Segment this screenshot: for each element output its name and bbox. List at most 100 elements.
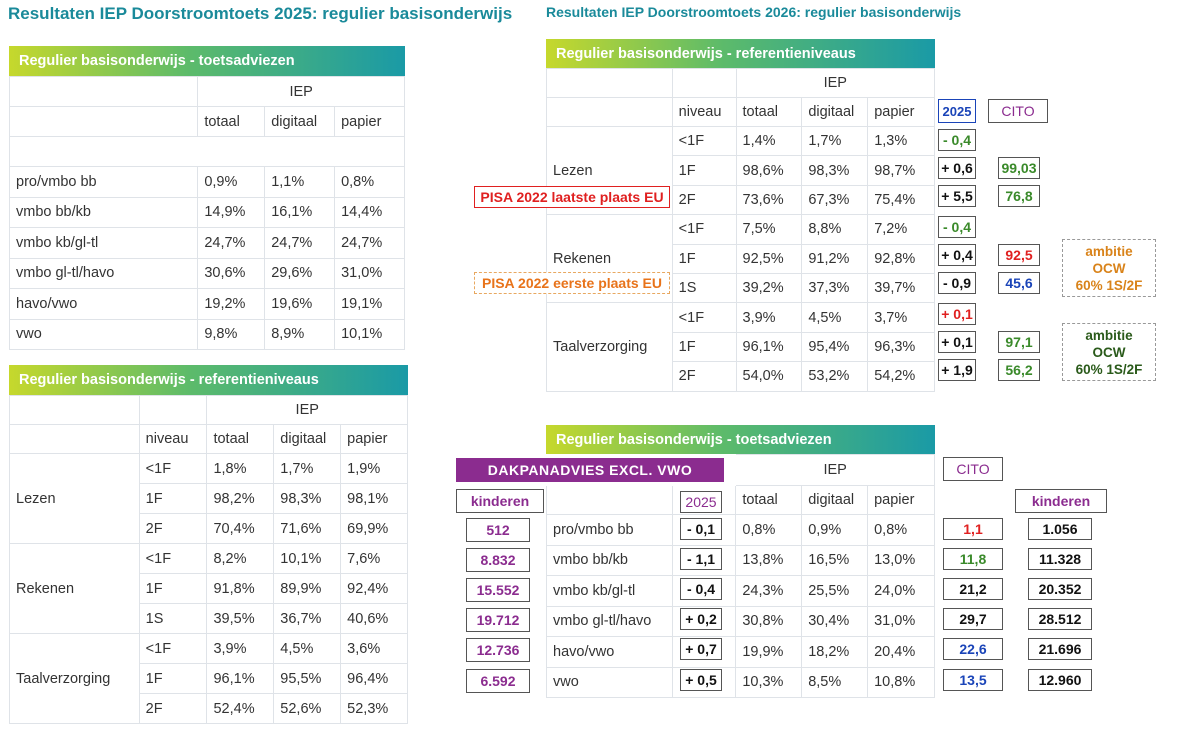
t1-iep: IEP	[197, 76, 405, 107]
table-row: 1F 91,8% 89,9% 92,4%	[10, 573, 408, 604]
cito-box: 97,1	[998, 331, 1040, 353]
diff-box: + 5,5	[938, 185, 976, 207]
col-header: niveau	[138, 424, 208, 454]
table-row: Taalverzorging <1F 3,9% 4,5% 3,6%	[9, 633, 408, 724]
diff-box: - 0,4	[680, 578, 722, 600]
table-row: Taalverzorging <1F 3,9% 4,5% 3,7%	[546, 302, 935, 392]
t1-table: IEP totaal digitaal papier pro/vmbo bb 0,9%…	[8, 76, 405, 350]
table-row: havo/vwo 19,2% 19,6% 19,1%	[8, 288, 405, 320]
table-row: 2F 54,0% 53,2% 54,2%	[547, 361, 935, 392]
kinderen-box: 12.960	[1028, 669, 1092, 691]
table-row: Lezen <1F 1,8% 1,7% 1,9%	[9, 453, 408, 544]
label-2025: 2025	[938, 99, 976, 123]
t4-header: Regulier basisonderwijs - toetsadviezen	[546, 425, 935, 454]
table-row: 1F 92,5% 91,2% 92,8%	[547, 243, 935, 274]
kinderen-box: 21.696	[1028, 638, 1092, 660]
col-header: totaal	[197, 106, 266, 137]
diff-box: + 0,2	[680, 608, 722, 630]
t2-header: Regulier basisonderwijs - referentienive…	[9, 365, 408, 395]
table-row: vmbo kb/gl-tl 24,3% 25,5% 24,0%	[546, 575, 935, 607]
kinderen-box: 12.736	[466, 638, 530, 662]
cito-box: 76,8	[998, 185, 1040, 207]
kinderen-box: 1.056	[1028, 518, 1092, 540]
cito-box: 29,7	[943, 608, 1003, 630]
col-header: papier	[867, 485, 935, 515]
table-row: 2F 73,6% 67,3% 75,4%	[547, 184, 935, 216]
cito-box: 22,6	[943, 638, 1003, 660]
t3-table: IEP niveau totaal digitaal papier Lezen <1F 1…	[546, 68, 936, 392]
table-row: 1S 39,5% 36,7% 40,6%	[10, 603, 408, 634]
table-row: Lezen <1F 1,4% 1,7% 1,3%	[546, 125, 935, 216]
diff-box: + 0,4	[938, 244, 976, 266]
t3-iep: IEP	[735, 68, 936, 98]
table-row: vmbo gl-tl/havo 30,6% 29,6% 31,0%	[8, 257, 405, 289]
cito-box: 1,1	[943, 518, 1003, 540]
table-row: pro/vmbo bb 0,9% 1,1% 0,8%	[8, 166, 405, 198]
cito-box: 99,03	[998, 157, 1040, 179]
table-row: vmbo bb/kb 13,8% 16,5% 13,0%	[546, 544, 935, 576]
table-row: 2F 52,4% 52,6% 52,3%	[10, 693, 408, 724]
diff-box: - 0,4	[938, 129, 976, 151]
diff-box: - 0,9	[938, 272, 976, 294]
t1-header: Regulier basisonderwijs - toetsadviezen	[9, 46, 405, 76]
table-row: vwo 10,3% 8,5% 10,8%	[546, 666, 935, 698]
table-row: 1F 98,6% 98,3% 98,7%	[547, 155, 935, 186]
cito-box: 92,5	[998, 244, 1040, 266]
kinderen-box: 11.328	[1028, 548, 1092, 570]
kinderen-box: 8.832	[466, 548, 530, 572]
table-row: vmbo bb/kb 14,9% 16,1% 14,4%	[8, 196, 405, 228]
cito-box: 56,2	[998, 359, 1040, 381]
kinderen-box: 15.552	[466, 578, 530, 602]
t4-iep: IEP	[735, 454, 935, 486]
kinderen-box: 28.512	[1028, 608, 1092, 630]
col-header: papier	[334, 106, 405, 137]
pisa-first-label: PISA 2022 eerste plaats EU	[474, 272, 670, 294]
ambitie-box: ambitie OCW 60% 1S/2F	[1062, 323, 1156, 381]
label-cito: CITO	[943, 457, 1003, 481]
diff-box: + 0,1	[938, 303, 976, 325]
kinderen-box: 6.592	[466, 669, 530, 693]
cito-box: 11,8	[943, 548, 1003, 570]
table-row: 2F 70,4% 71,6% 69,9%	[10, 513, 408, 544]
kinderen-box: 19.712	[466, 608, 530, 632]
diff-box: - 1,1	[680, 548, 722, 570]
label-cito: CITO	[988, 99, 1048, 123]
t2-iep: IEP	[206, 395, 408, 425]
col-header: totaal	[735, 485, 803, 515]
diff-box: + 0,5	[680, 669, 722, 691]
diff-box: - 0,4	[938, 216, 976, 238]
col-header: digitaal	[801, 97, 869, 127]
col-header: papier	[867, 97, 935, 127]
table-row: Rekenen <1F 8,2% 10,1% 7,6%	[9, 543, 408, 634]
col-header: totaal	[735, 97, 803, 127]
title-2026: Resultaten IEP Doorstroomtoets 2026: reg…	[546, 4, 962, 20]
title-2025: Resultaten IEP Doorstroomtoets 2025: reg…	[8, 4, 513, 23]
dakpan-label: DAKPANADVIES EXCL. VWO	[456, 458, 724, 482]
pisa-last-label: PISA 2022 laatste plaats EU	[474, 186, 670, 208]
kinderen-label: kinderen	[456, 489, 544, 513]
kinderen-box: 512	[466, 518, 530, 542]
diff-box: + 0,7	[680, 638, 722, 660]
group-label: Lezen	[9, 453, 140, 544]
table-row: 1S 39,2% 37,3% 39,7%	[547, 272, 935, 304]
table-row: 1F 98,2% 98,3% 98,1%	[10, 483, 408, 514]
table-row: havo/vwo 19,9% 18,2% 20,4%	[546, 636, 935, 668]
diff-box: + 1,9	[938, 359, 976, 381]
cito-box: 45,6	[998, 272, 1040, 294]
group-label: Taalverzorging	[546, 302, 673, 392]
cito-box: 13,5	[943, 669, 1003, 691]
diff-box: + 0,1	[938, 331, 976, 353]
table-row: vwo 9,8% 8,9% 10,1%	[8, 318, 405, 350]
cito-box: 21,2	[943, 578, 1003, 600]
col-header: digitaal	[264, 106, 336, 137]
kinderen-box: 20.352	[1028, 578, 1092, 600]
diff-box: - 0,1	[680, 518, 722, 540]
col-header: totaal	[206, 424, 275, 454]
table-row: pro/vmbo bb 0,8% 0,9% 0,8%	[546, 514, 935, 546]
group-label: Taalverzorging	[9, 633, 140, 724]
label-2025: 2025	[680, 491, 722, 513]
col-header: papier	[340, 424, 408, 454]
table-row: 1F 96,1% 95,5% 96,4%	[10, 663, 408, 694]
t2-table: IEP niveau totaal digitaal papier Lezen <1F 1…	[9, 395, 408, 724]
ambitie-box: ambitie OCW 60% 1S/2F	[1062, 239, 1156, 297]
